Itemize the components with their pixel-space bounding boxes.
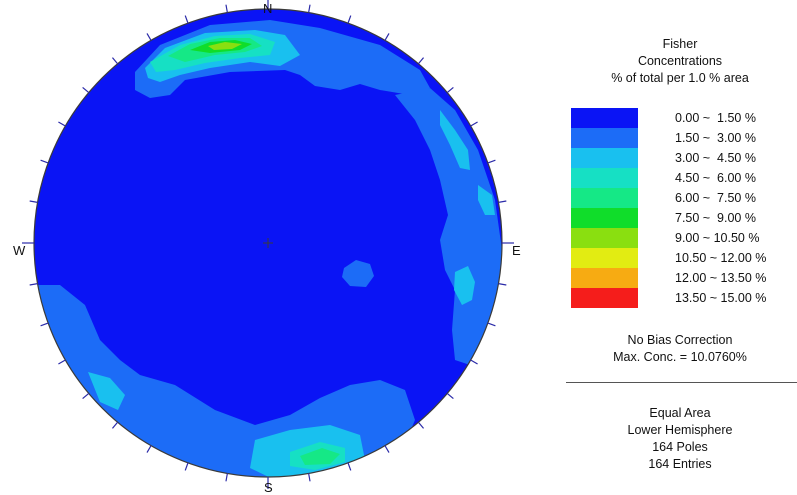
legend-swatch	[571, 228, 638, 248]
contour-band-mid	[454, 266, 475, 305]
legend-title: Fisher Concentrations % of total per 1.0…	[560, 36, 797, 87]
compass-tick	[58, 359, 66, 365]
legend-swatch	[571, 108, 638, 128]
contour-band-low	[342, 260, 374, 287]
legend-title-line: Concentrations	[637, 54, 723, 68]
legend-label: 12.00 ~ 13.50 %	[675, 271, 767, 285]
legend-row: 7.50 ~ 9.00 %	[571, 208, 797, 228]
compass-tick	[446, 392, 454, 400]
legend-swatch	[571, 168, 638, 188]
legend-row: 13.50 ~ 15.00 %	[571, 288, 797, 308]
compass-tick	[184, 15, 189, 24]
compass-tick	[308, 4, 311, 13]
legend-swatch	[571, 188, 638, 208]
compass-tick	[470, 359, 478, 365]
compass-tick-marks	[22, 0, 514, 489]
contour-band-mid	[478, 185, 495, 215]
entry-count: 164 Entries	[648, 457, 712, 471]
legend-label: 0.00 ~ 1.50 %	[675, 111, 756, 125]
compass-tick	[29, 283, 38, 286]
compass-tick	[111, 421, 119, 429]
bias-correction-text: No Bias Correction	[627, 333, 733, 347]
legend-label: 10.50 ~ 12.00 %	[675, 251, 767, 265]
legend-label: 13.50 ~ 15.00 %	[675, 291, 767, 305]
compass-tick	[82, 86, 90, 94]
compass-tick	[40, 322, 49, 327]
compass-tick	[308, 473, 311, 482]
compass-tick	[347, 462, 352, 471]
south-label: S	[264, 480, 273, 495]
projection-type: Equal Area	[649, 406, 711, 420]
compass-tick	[446, 86, 454, 94]
west-label: W	[13, 243, 26, 258]
legend-row: 1.50 ~ 3.00 %	[571, 128, 797, 148]
legend-label: 4.50 ~ 6.00 %	[675, 171, 756, 185]
compass-tick	[487, 322, 496, 327]
legend-swatch	[571, 268, 638, 288]
compass-tick	[225, 473, 228, 482]
compass-tick	[146, 445, 152, 453]
legend-swatch	[571, 248, 638, 268]
north-label: N	[263, 1, 273, 16]
contour-band-mid	[440, 110, 470, 170]
compass-tick	[111, 57, 119, 65]
legend-title-line: % of total per 1.0 % area	[611, 71, 749, 85]
east-label: E	[512, 243, 521, 258]
legend-row: 4.50 ~ 6.00 %	[571, 168, 797, 188]
compass-tick	[225, 4, 228, 13]
compass-tick	[417, 57, 425, 65]
compass-tick	[417, 421, 425, 429]
legend-row: 10.50 ~ 12.00 %	[571, 248, 797, 268]
legend-swatch	[571, 208, 638, 228]
legend-label: 3.00 ~ 4.50 %	[675, 151, 756, 165]
compass-tick	[498, 283, 507, 286]
legend-label: 7.50 ~ 9.00 %	[675, 211, 756, 225]
legend-row: 6.00 ~ 7.50 %	[571, 188, 797, 208]
legend-swatch	[571, 148, 638, 168]
contour-band-high	[300, 448, 340, 465]
compass-tick	[29, 200, 38, 203]
legend-divider	[566, 382, 797, 383]
compass-tick	[384, 33, 390, 41]
legend-swatch	[571, 128, 638, 148]
compass-tick	[384, 445, 390, 453]
contour-band-max	[208, 42, 242, 50]
legend-row: 3.00 ~ 4.50 %	[571, 148, 797, 168]
legend-swatch	[571, 288, 638, 308]
compass-tick	[470, 121, 478, 127]
compass-tick	[347, 15, 352, 24]
compass-tick	[498, 200, 507, 203]
compass-tick	[58, 121, 66, 127]
legend-label: 1.50 ~ 3.00 %	[675, 131, 756, 145]
pole-count: 164 Poles	[652, 440, 708, 454]
legend-row: 9.00 ~ 10.50 %	[571, 228, 797, 248]
legend-title-line: Fisher	[662, 37, 698, 51]
legend-color-scale: 0.00 ~ 1.50 % 1.50 ~ 3.00 % 3.00 ~ 4.50 …	[571, 108, 797, 308]
legend-row: 0.00 ~ 1.50 %	[571, 108, 797, 128]
compass-tick	[146, 33, 152, 41]
compass-tick	[487, 159, 496, 164]
legend-notes: No Bias Correction Max. Conc. = 10.0760%	[560, 332, 797, 366]
compass-tick	[40, 159, 49, 164]
legend-row: 12.00 ~ 13.50 %	[571, 268, 797, 288]
contour-band-low	[395, 88, 502, 365]
legend-label: 6.00 ~ 7.50 %	[675, 191, 756, 205]
stereonet-plot	[22, 0, 514, 489]
max-concentration-text: Max. Conc. = 10.0760%	[613, 350, 747, 364]
projection-info: Equal Area Lower Hemisphere 164 Poles 16…	[560, 405, 797, 473]
hemisphere: Lower Hemisphere	[627, 423, 733, 437]
legend-label: 9.00 ~ 10.50 %	[675, 231, 760, 245]
contour-band-mid	[88, 372, 125, 410]
compass-tick	[184, 462, 189, 471]
compass-tick	[82, 392, 90, 400]
